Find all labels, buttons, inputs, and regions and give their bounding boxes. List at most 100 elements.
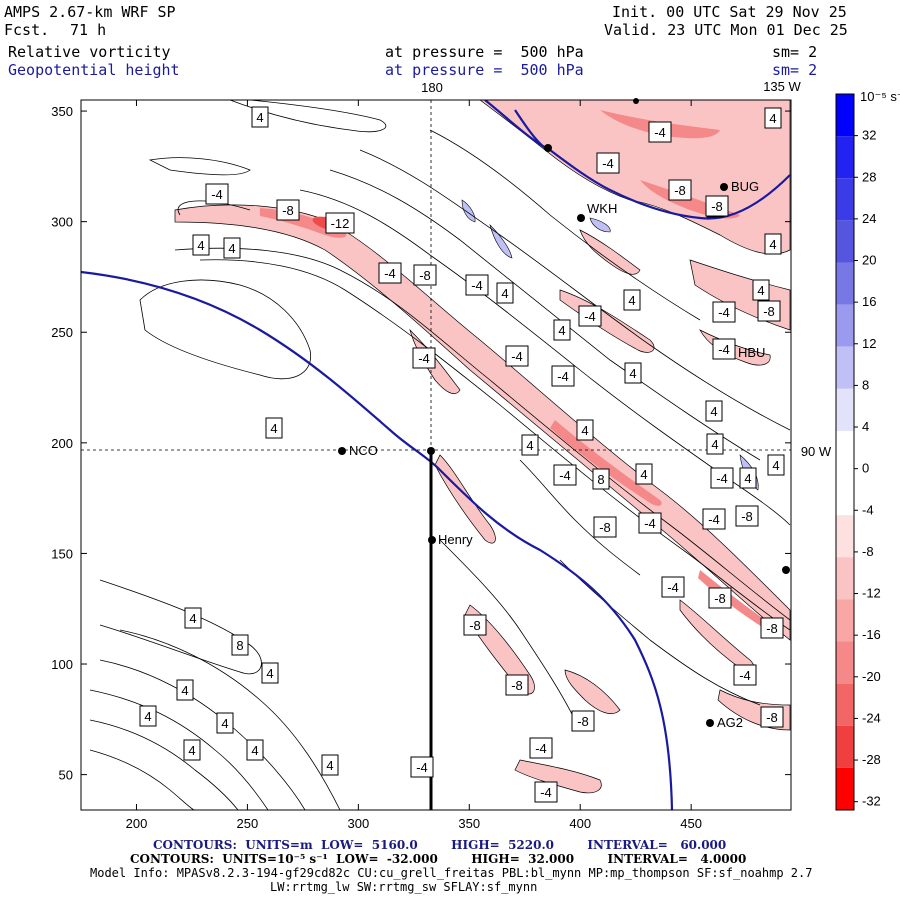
valid-time: Valid. 23 UTC Mon 01 Dec 25 xyxy=(604,21,848,39)
svg-text:-4: -4 xyxy=(708,512,720,527)
svg-text:4: 4 xyxy=(640,467,647,482)
svg-text:-4: -4 xyxy=(602,156,614,171)
contour-label: -4 xyxy=(378,262,402,284)
svg-text:-8: -8 xyxy=(763,304,775,319)
svg-text:-8: -8 xyxy=(741,509,753,524)
contour-label: -4 xyxy=(505,345,529,367)
contour-label: -4 xyxy=(534,781,558,803)
contour-label: 8 xyxy=(592,468,610,490)
colorbar-tick-label: -28 xyxy=(862,752,881,767)
contour-label: -4 xyxy=(638,512,662,534)
station-ag2-marker xyxy=(706,719,714,727)
svg-text:-4: -4 xyxy=(416,760,428,775)
colorbar-frame xyxy=(835,93,855,811)
contour-label: -8 xyxy=(593,516,617,538)
svg-text:-8: -8 xyxy=(469,618,481,633)
svg-text:4: 4 xyxy=(581,423,588,438)
contour-label: -8 xyxy=(757,300,781,322)
contour-label: 4 xyxy=(251,106,269,128)
map-field xyxy=(81,100,791,810)
svg-text:-4: -4 xyxy=(559,468,571,483)
colorbar-swatch xyxy=(836,557,854,600)
colorbar-tick-label: 32 xyxy=(862,128,876,143)
colorbar-tick-label: 20 xyxy=(862,253,876,268)
colorbar: 32 28 24 20 16 12 8 4 0 -4 -8 -12 -16 -20 -24 -28 -32 xyxy=(835,93,881,811)
contour-label: 4 xyxy=(764,107,782,129)
svg-text:-4: -4 xyxy=(540,785,552,800)
contour-label: -4 xyxy=(412,347,436,369)
colorbar-tick-label: -24 xyxy=(862,710,881,725)
contour-label: -8 xyxy=(413,264,437,286)
contour-label: -8 xyxy=(505,674,529,696)
contour-label: -4 xyxy=(733,664,757,686)
contour-label: 4 xyxy=(192,234,210,256)
svg-text:-4: -4 xyxy=(667,580,679,595)
colorbar-tick-label: -4 xyxy=(862,502,874,517)
x-tick-label: 300 xyxy=(347,816,369,831)
contour-label: 4 xyxy=(706,433,724,455)
colorbar-tick-label: 4 xyxy=(862,419,869,434)
contour-label: 4 xyxy=(216,712,234,734)
svg-text:4: 4 xyxy=(501,286,508,301)
colorbar-swatch xyxy=(836,641,854,684)
svg-text:4: 4 xyxy=(326,758,333,773)
colorbar-swatch xyxy=(836,767,854,810)
contour-label: 4 xyxy=(739,467,757,489)
colorbar-tick-label: 24 xyxy=(862,211,876,226)
contour-label: 4 xyxy=(521,434,539,456)
contour-label: -8 xyxy=(735,505,759,527)
height-contour-info: CONTOURS: UNITS=m LOW= 5160.0 HIGH= 5220… xyxy=(153,838,727,852)
colorbar-swatch xyxy=(836,346,854,389)
svg-text:-8: -8 xyxy=(282,203,294,218)
x-tick-label: 250 xyxy=(237,816,259,831)
svg-text:4: 4 xyxy=(628,293,635,308)
svg-text:4: 4 xyxy=(711,437,718,452)
colorbar-units: 10⁻⁵ s⁻¹ xyxy=(860,89,900,104)
contour-label: 4 xyxy=(139,705,157,727)
contour-label: -8 xyxy=(668,179,692,201)
contour-label: 4 xyxy=(576,419,594,441)
svg-text:4: 4 xyxy=(189,611,196,626)
colorbar-swatch xyxy=(836,725,854,768)
station-hbu-label: HBU xyxy=(738,345,765,360)
station-north-marker xyxy=(544,144,552,152)
x-tick-label: 450 xyxy=(680,816,702,831)
contour-label: -4 xyxy=(710,467,734,489)
y-tick-label: 200 xyxy=(51,436,73,451)
colorbar-tick-label: 0 xyxy=(862,461,869,476)
contour-labels: 4 -4 4 4 -8 -12 -4 -8 -4 4 4 -4 4 -4 4 -4 4 -4 -8 -4 4 -4 4 4 -4… xyxy=(139,106,785,803)
colorbar-tick-label: 8 xyxy=(862,377,869,392)
contour-label: -12 xyxy=(325,212,355,234)
station-ag2-label: AG2 xyxy=(717,715,743,730)
vorticity-contour-info: CONTOURS: UNITS=10⁻⁵ s⁻¹ LOW= -32.000 HI… xyxy=(130,852,747,866)
svg-text:-4: -4 xyxy=(654,125,666,140)
contour-label: -4 xyxy=(712,301,736,323)
field1-level: at pressure = 500 hPa xyxy=(385,43,584,61)
svg-text:-8: -8 xyxy=(766,710,778,725)
x-axis: 200 250 300 350 400 450 xyxy=(126,100,702,831)
map-frame xyxy=(80,99,792,811)
svg-text:-4: -4 xyxy=(384,266,396,281)
svg-text:4: 4 xyxy=(744,471,751,486)
y-tick-label: 350 xyxy=(51,104,73,119)
svg-text:-4: -4 xyxy=(535,741,547,756)
contour-label: 4 xyxy=(752,279,770,301)
svg-text:4: 4 xyxy=(769,237,776,252)
svg-text:-4: -4 xyxy=(211,187,223,202)
svg-text:4: 4 xyxy=(558,323,565,338)
svg-text:4: 4 xyxy=(772,458,779,473)
svg-text:4: 4 xyxy=(256,110,263,125)
contour-label: -4 xyxy=(648,121,672,143)
contour-label: 4 xyxy=(321,754,339,776)
colorbar-swatch xyxy=(836,683,854,726)
contour-label: -8 xyxy=(705,195,729,217)
y-axis: 350 300 250 200 150 100 50 xyxy=(51,104,791,783)
contour-label: -4 xyxy=(578,305,602,327)
contour-label: 4 xyxy=(265,417,283,439)
init-time: Init. 00 UTC Sat 29 Nov 25 xyxy=(612,3,847,21)
colorbar-swatch xyxy=(836,304,854,347)
contour-label: 4 xyxy=(223,237,241,259)
contour-label: -4 xyxy=(596,152,620,174)
svg-text:4: 4 xyxy=(710,404,717,419)
contour-label: 4 xyxy=(705,400,723,422)
